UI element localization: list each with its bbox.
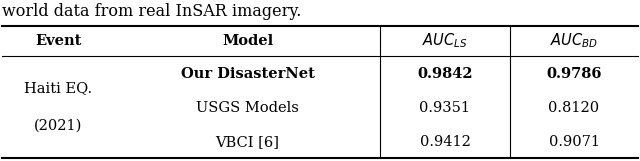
Text: 0.9351: 0.9351 — [419, 101, 470, 115]
Text: world data from real InSAR imagery.: world data from real InSAR imagery. — [2, 3, 301, 20]
Text: $AUC_{LS}$: $AUC_{LS}$ — [422, 32, 468, 50]
Text: Model: Model — [222, 34, 273, 48]
Text: Event: Event — [35, 34, 82, 48]
Text: $AUC_{BD}$: $AUC_{BD}$ — [550, 32, 598, 50]
Text: 0.9071: 0.9071 — [548, 135, 600, 149]
Text: USGS Models: USGS Models — [196, 101, 299, 115]
Text: Haiti EQ.

(2021): Haiti EQ. (2021) — [24, 82, 93, 132]
Text: 0.9786: 0.9786 — [547, 66, 602, 80]
Text: 0.9842: 0.9842 — [417, 66, 473, 80]
Text: VBCI [6]: VBCI [6] — [216, 135, 280, 149]
Text: 0.9412: 0.9412 — [420, 135, 470, 149]
Text: 0.8120: 0.8120 — [548, 101, 600, 115]
Text: Our DisasterNet: Our DisasterNet — [180, 66, 314, 80]
